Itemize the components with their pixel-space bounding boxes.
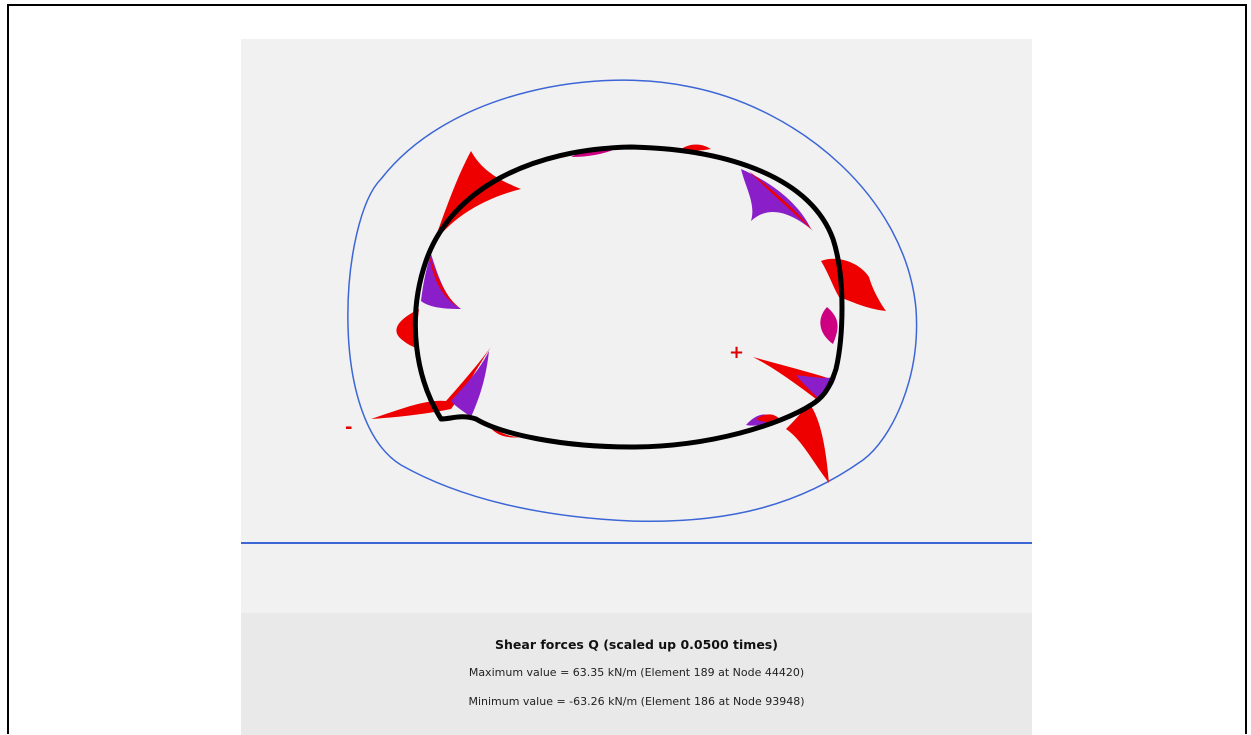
diagram-right-purple [820, 307, 838, 344]
excavation-boundary [347, 79, 918, 523]
shear-force-plot [241, 79, 1032, 544]
diagram-left-upper [421, 254, 461, 309]
diagram-lower-right [786, 403, 829, 483]
diagram-top-right-small [681, 144, 711, 151]
tunnel-lining [412, 144, 845, 450]
results-info-panel: Shear forces Q (scaled up 0.0500 times) … [241, 613, 1032, 735]
diagram-right [821, 258, 886, 311]
plot-viewport[interactable]: + - Shear forces Q (scaled up 0.0500 tim… [241, 39, 1032, 735]
negative-sign-label: - [345, 417, 353, 438]
results-title: Shear forces Q (scaled up 0.0500 times) [495, 637, 778, 652]
window-frame: + - Shear forces Q (scaled up 0.0500 tim… [7, 4, 1247, 735]
minimum-value-text: Minimum value = -63.26 kN/m (Element 186… [468, 695, 805, 708]
positive-sign-label: + [729, 342, 745, 363]
diagram-lower-left-purple [451, 351, 489, 417]
diagram-upper-right [741, 169, 811, 229]
diagram-top-left [433, 151, 521, 244]
diagram-upper-right-edge [749, 171, 813, 231]
shear-diagrams [371, 144, 886, 483]
maximum-value-text: Maximum value = 63.35 kN/m (Element 189 … [468, 666, 805, 679]
